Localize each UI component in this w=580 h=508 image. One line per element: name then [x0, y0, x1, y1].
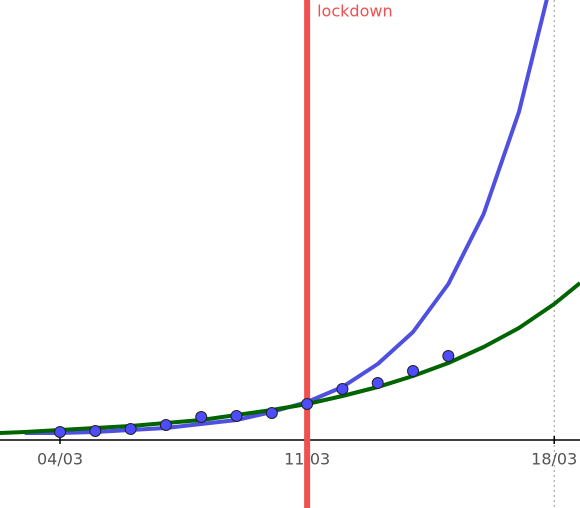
- x-tick-label: 04/03: [37, 450, 83, 469]
- x-tick-label: 18/03: [531, 450, 577, 469]
- data-point: [336, 383, 349, 395]
- annotation-label: lockdown: [317, 2, 392, 21]
- data-point: [442, 350, 455, 362]
- data-point: [124, 423, 137, 435]
- data-point: [89, 425, 102, 437]
- data-point: [371, 377, 384, 389]
- data-point: [407, 365, 420, 377]
- data-point: [230, 410, 243, 422]
- data-point: [195, 411, 208, 423]
- data-point: [159, 419, 172, 431]
- data-point: [54, 426, 67, 438]
- data-point: [301, 398, 314, 410]
- curve: [24, 0, 549, 435]
- data-point: [265, 407, 278, 419]
- curve: [0, 281, 580, 435]
